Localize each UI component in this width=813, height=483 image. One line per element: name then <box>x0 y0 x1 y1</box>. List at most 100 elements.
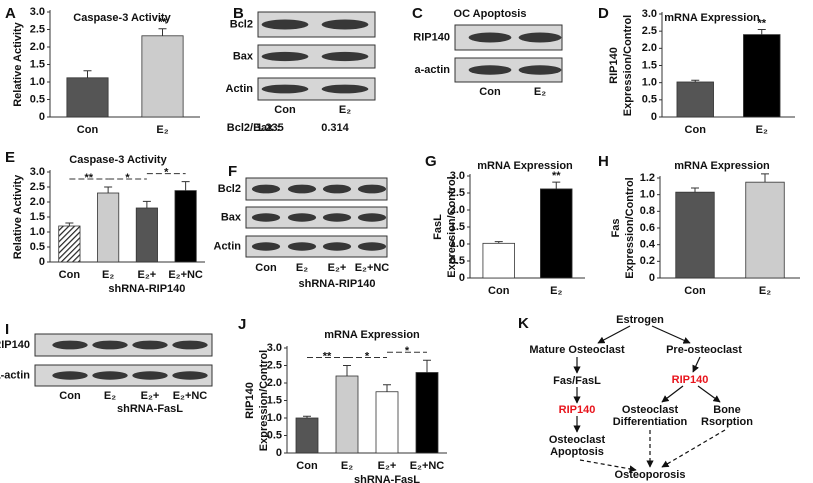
y-tick-label: 1.5 <box>267 394 282 406</box>
panel-letter: A <box>5 5 16 22</box>
blot-band <box>321 84 369 94</box>
y-tick-label: 1.5 <box>450 221 465 233</box>
panel-letter: C <box>412 5 423 22</box>
y-axis-label: Relative Activity <box>12 21 24 106</box>
blot-band <box>172 371 208 380</box>
blot-band <box>321 51 369 62</box>
diagram-node: Osteoclast <box>622 404 679 416</box>
bar <box>482 242 515 279</box>
comparison-label: * <box>405 345 410 357</box>
chart-title: mRNA Expression <box>664 12 760 24</box>
diagram-node: Apoptosis <box>550 446 604 458</box>
group-label: shRNA-FasL <box>354 474 420 483</box>
lane-label: E₂+ <box>328 262 347 274</box>
blot-band <box>322 213 352 222</box>
y-tick-label: 0.5 <box>450 255 465 267</box>
blot-row-label: Actin <box>226 83 254 95</box>
blot-band <box>357 213 387 222</box>
y-axis-label: Expression/Control <box>258 350 270 451</box>
bar <box>141 35 184 118</box>
panel-letter: J <box>238 316 246 333</box>
lane-label: E₂ <box>339 104 351 116</box>
comparison-label: ** <box>323 350 332 362</box>
error-bar <box>343 365 351 376</box>
y-axis-label: RIP140 <box>608 47 620 84</box>
bar <box>174 190 197 263</box>
error-bar <box>158 28 167 36</box>
y-axis-label: Fas <box>610 219 622 238</box>
blot-band <box>322 184 352 194</box>
y-tick-label: 2.0 <box>30 41 45 53</box>
error-bar <box>423 359 431 373</box>
y-tick-label: 0.2 <box>640 255 655 267</box>
blot-row-label: Bcl2 <box>218 183 241 195</box>
ratio-value: 0.314 <box>321 122 349 134</box>
y-tick-label: 0 <box>39 111 45 123</box>
significance-label: ** <box>158 17 167 29</box>
lane-label: E₂+NC <box>173 390 208 402</box>
bar <box>675 191 715 279</box>
blot-band <box>251 213 281 222</box>
group-label: shRNA-FasL <box>117 403 183 415</box>
group-label: shRNA-RIP140 <box>298 278 375 290</box>
bar <box>676 81 714 118</box>
y-axis-label: Expression/Control <box>624 177 636 278</box>
y-tick-label: 3.0 <box>30 6 45 18</box>
chart-title: mRNA Expression <box>324 329 420 341</box>
y-tick-label: 0 <box>39 256 45 268</box>
arrow <box>597 325 631 344</box>
blot-band <box>92 371 128 380</box>
y-tick-label: 3.0 <box>30 166 45 178</box>
blot-band <box>518 32 562 43</box>
blot-row-label: RIP140 <box>0 339 30 351</box>
x-tick-label: Con <box>59 269 81 281</box>
blot-band <box>261 51 309 62</box>
diagram-node: RIP140 <box>672 374 709 386</box>
y-tick-label: 1.5 <box>30 58 45 70</box>
error-bar <box>83 70 92 78</box>
lane-label: Con <box>255 262 277 274</box>
blot-row-label: Bax <box>221 211 242 223</box>
y-axis-label: RIP140 <box>244 382 256 419</box>
diagram-node: Fas/FasL <box>553 375 601 387</box>
y-tick-label: 1.0 <box>640 189 655 201</box>
blot-band <box>132 371 168 380</box>
bar <box>295 417 319 454</box>
lane-label: E₂+ <box>141 390 160 402</box>
y-tick-label: 1.0 <box>30 76 45 88</box>
chart-title: mRNA Expression <box>674 160 770 172</box>
y-axis-label: Expression/Control <box>446 176 458 277</box>
bar <box>743 34 781 118</box>
x-tick-label: E₂ <box>102 269 114 281</box>
arrow <box>661 385 684 403</box>
x-tick-label: E₂+NC <box>168 269 203 281</box>
y-tick-label: 0.8 <box>640 205 655 217</box>
y-tick-label: 0 <box>651 111 657 123</box>
comparison-label: ** <box>84 172 93 184</box>
y-tick-label: 1.0 <box>30 226 45 238</box>
lane-label: E₂ <box>104 390 116 402</box>
blot-band <box>251 242 281 251</box>
blot-band <box>321 19 369 30</box>
diagram-node: Osteoclast <box>549 434 606 446</box>
blot-row-label: Actin <box>214 240 242 252</box>
y-tick-label: 3.0 <box>642 8 657 20</box>
arrow <box>651 325 691 344</box>
comparison-label: * <box>365 350 370 362</box>
y-tick-label: 3.0 <box>267 342 282 354</box>
y-tick-label: 2.5 <box>30 23 45 35</box>
blot-row-label: a-actin <box>415 64 451 76</box>
bar <box>58 225 81 263</box>
panel-letter: G <box>425 153 437 170</box>
blot-band <box>518 65 562 75</box>
blot-band <box>322 242 352 251</box>
error-bar <box>691 187 699 193</box>
error-bar <box>757 28 766 35</box>
error-bar <box>303 415 311 418</box>
diagram-arrows <box>573 325 726 473</box>
x-tick-label: E₂ <box>156 124 168 136</box>
diagram-node: RIP140 <box>559 404 596 416</box>
y-tick-label: 0.5 <box>642 94 657 106</box>
x-tick-label: Con <box>685 124 707 136</box>
ratio-label: Bcl2/Bax : <box>227 122 280 134</box>
